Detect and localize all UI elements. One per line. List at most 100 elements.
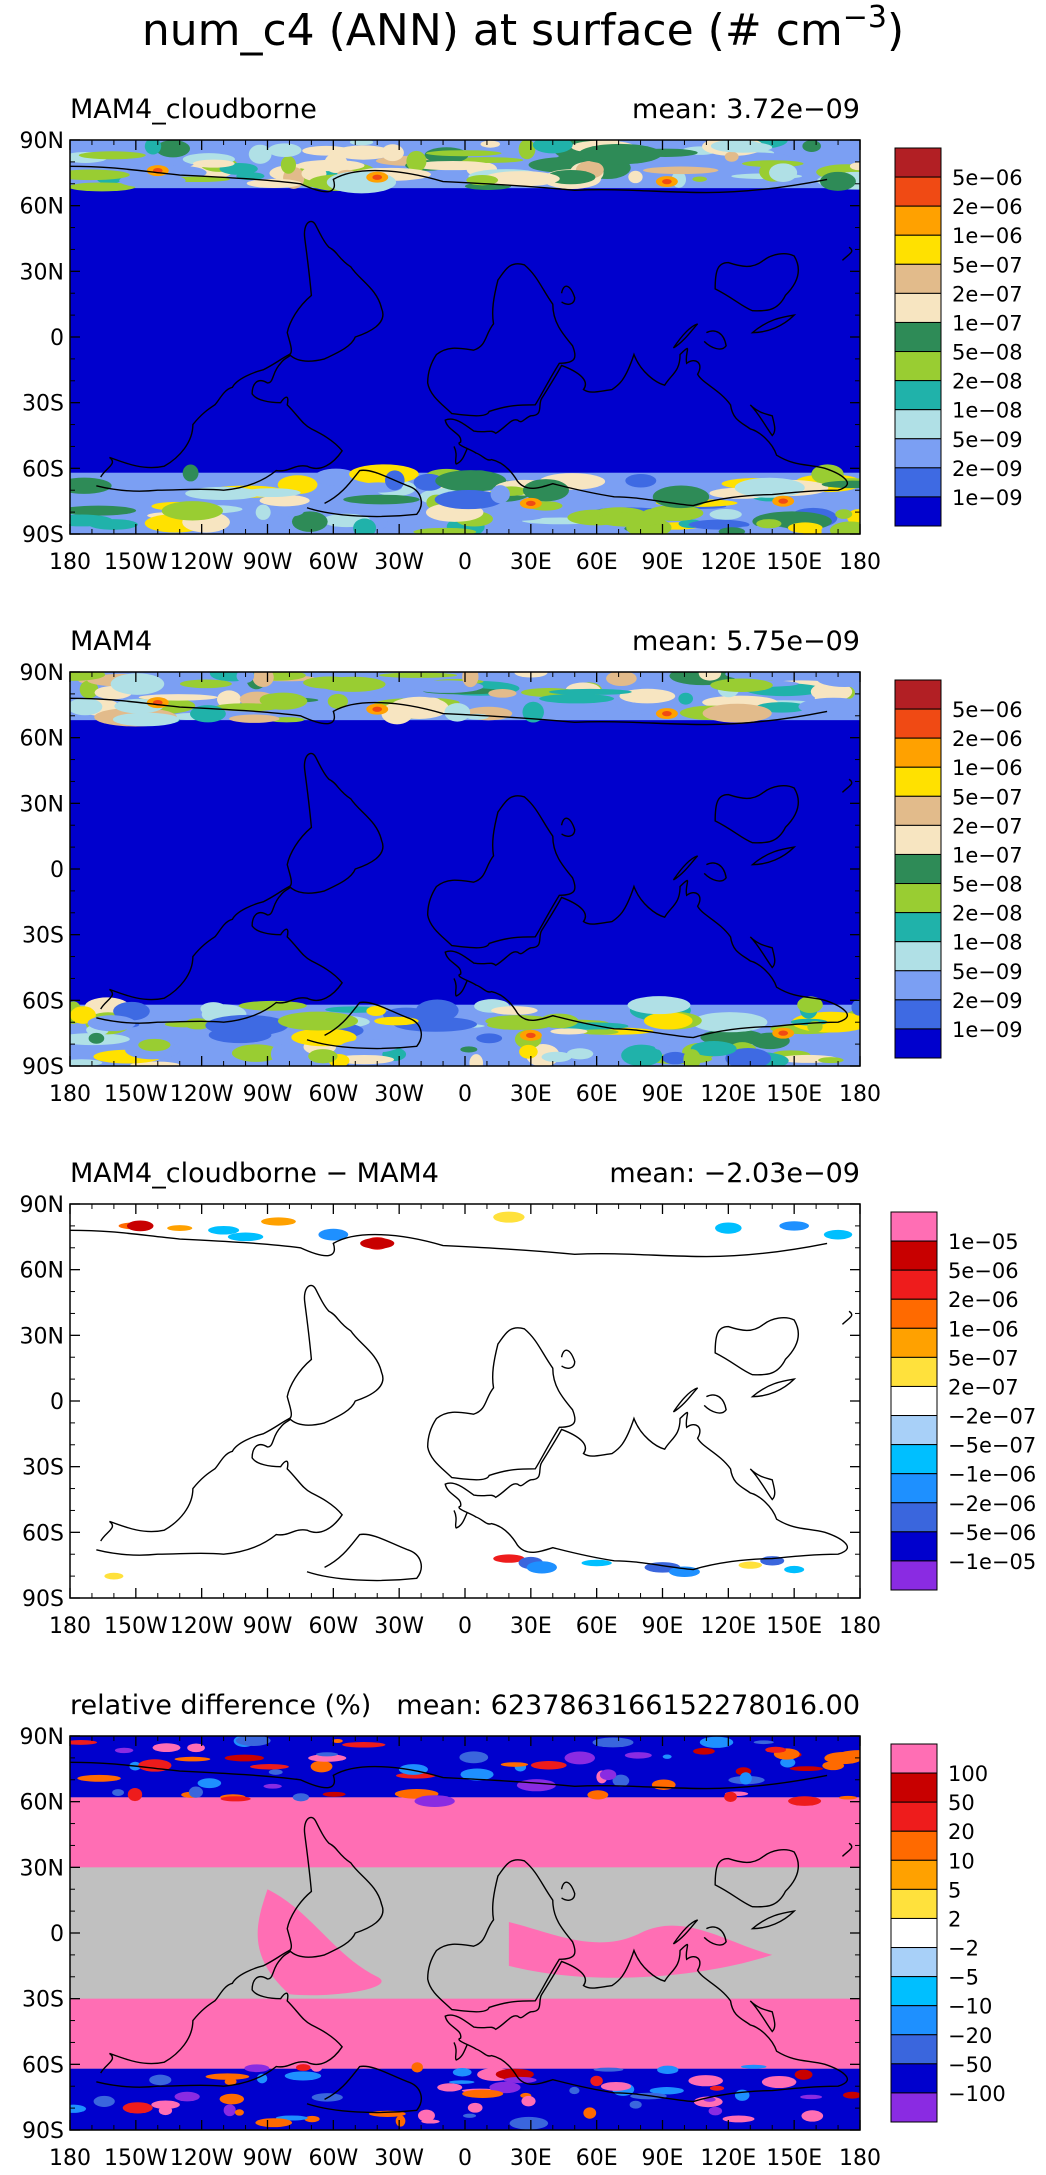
colorbar-box [894,176,942,207]
panels-layer: num_c4 (ANN) at surface (# cm−3) MAM4_clo… [20,0,1037,2171]
colorbar-label: 5e−07 [948,1346,1019,1370]
colorbar-box [890,1298,938,1329]
colorbar-box [894,496,942,527]
lon-tick-label: 90E [642,1082,684,1107]
colorbar-box [890,1444,938,1475]
colorbar: 5e−06 2e−06 1e−06 5e−07 2e−07 1e−07 5e−08 2e−08… [894,679,1023,1059]
colorbar-label: 100 [948,1762,988,1786]
colorbar-label: 5 [948,1878,961,1902]
lon-tick-label: 90W [243,2146,293,2171]
colorbar-box [894,853,942,885]
colorbar-box [890,1917,938,1949]
colorbar-label: 2e−09 [952,989,1023,1013]
colorbar-box [890,1473,938,1504]
lat-tick-label: 0 [50,1390,64,1415]
lon-tick-label: 90W [243,550,293,575]
map-field [70,672,860,1066]
lat-tick-label: 90N [20,1193,64,1218]
lat-tick-label: 30N [20,792,64,817]
colorbar-box [894,438,942,469]
map-field [70,140,860,534]
lat-tick-label: 30N [20,1324,64,1349]
lat-tick-label: 90N [20,1725,64,1750]
lon-tick-label: 60E [576,1614,618,1639]
colorbar-label: −10 [948,1995,992,2019]
panel-left-title: MAM4_cloudborne [70,94,317,125]
colorbar-box [894,409,942,440]
lon-tick-label: 90E [642,2146,684,2171]
lon-tick-label: 120W [170,1614,234,1639]
colorbar-label: 2e−06 [948,1288,1019,1312]
colorbar-box [894,234,942,265]
colorbar-box [894,205,942,236]
colorbar-label: 20 [948,1820,975,1844]
colorbar-box [894,708,942,739]
colorbar-box [890,1211,938,1242]
lat-tick-label: 30N [20,260,64,285]
colorbar-box [894,351,942,382]
colorbar-box [890,1743,938,1774]
colorbar-box [890,1976,938,2007]
lon-tick-label: 90E [642,550,684,575]
lat-tick-label: 90N [20,661,64,686]
lon-tick-label: 30W [374,550,424,575]
colorbar-label: 1e−06 [952,224,1023,248]
colorbar-box [890,2034,938,2065]
colorbar-box [894,292,942,323]
lon-tick-label: 150E [766,1614,822,1639]
lat-tick-label: 60S [22,2053,64,2078]
colorbar-label: 2e−06 [952,195,1023,219]
map-field [70,1204,860,1598]
colorbar-box [894,679,942,710]
panel-mean-label: mean: 5.75e−09 [632,626,860,657]
lon-tick-label: 60W [308,2146,358,2171]
colorbar-label: 1e−05 [948,1230,1019,1254]
lat-tick-label: 60S [22,457,64,482]
map-field [70,1736,860,2130]
lon-tick-label: 180 [49,550,91,575]
lon-tick-label: 120E [700,550,756,575]
colorbar-label: 2e−08 [952,902,1023,926]
colorbar-box [890,1327,938,1358]
lon-tick-label: 150E [766,1082,822,1107]
colorbar-label: −2 [948,1937,979,1961]
colorbar: 5e−06 2e−06 1e−06 5e−07 2e−07 1e−07 5e−08 2e−08… [894,147,1023,527]
lat-tick-label: 60S [22,989,64,1014]
colorbar-box [894,941,942,972]
colorbar-label: 5e−09 [952,428,1023,452]
lon-tick-label: 120W [170,1082,234,1107]
lon-tick-label: 30E [510,550,552,575]
colorbar-box [894,824,942,855]
lon-tick-label: 120W [170,550,234,575]
colorbar-box [894,1028,942,1059]
colorbar-box [890,1502,938,1533]
lat-tick-label: 30S [22,924,64,949]
colorbar-box [890,1531,938,1562]
colorbar-label: 1e−07 [952,311,1023,335]
colorbar-box [890,1269,938,1300]
lat-tick-label: 0 [50,1922,64,1947]
colorbar-label: 5e−08 [952,873,1023,897]
lon-tick-label: 180 [839,2146,881,2171]
panel-left-title: relative difference (%) [70,1690,371,1721]
colorbar-box [894,737,942,768]
lon-tick-label: 0 [458,2146,472,2171]
colorbar-label: 1e−08 [952,399,1023,423]
lon-tick-label: 150E [766,2146,822,2171]
panel-cloudborne: MAM4_cloudborne mean: 3.72e−09 90N 60N 30N 0 3… [20,94,1023,575]
panel-mean-label: mean: 6237863166152278016.00 [396,1690,860,1721]
lon-tick-label: 30W [374,2146,424,2171]
lat-tick-label: 90S [22,523,64,548]
colorbar-label: 50 [948,1791,975,1815]
colorbar-box [894,999,942,1030]
colorbar-label: 1e−09 [952,1018,1023,1042]
panel-relative: relative difference (%) mean: 62378631661… [20,1690,1006,2171]
colorbar-box [894,321,942,353]
colorbar-box [894,766,942,797]
lat-tick-label: 60S [22,1521,64,1546]
colorbar-box [890,1240,938,1271]
colorbar: 1e−05 5e−06 2e−06 1e−06 5e−07 2e−07 −2e−07 −5e−… [890,1211,1036,1591]
colorbar-box [890,1888,938,1919]
lon-tick-label: 0 [458,1614,472,1639]
